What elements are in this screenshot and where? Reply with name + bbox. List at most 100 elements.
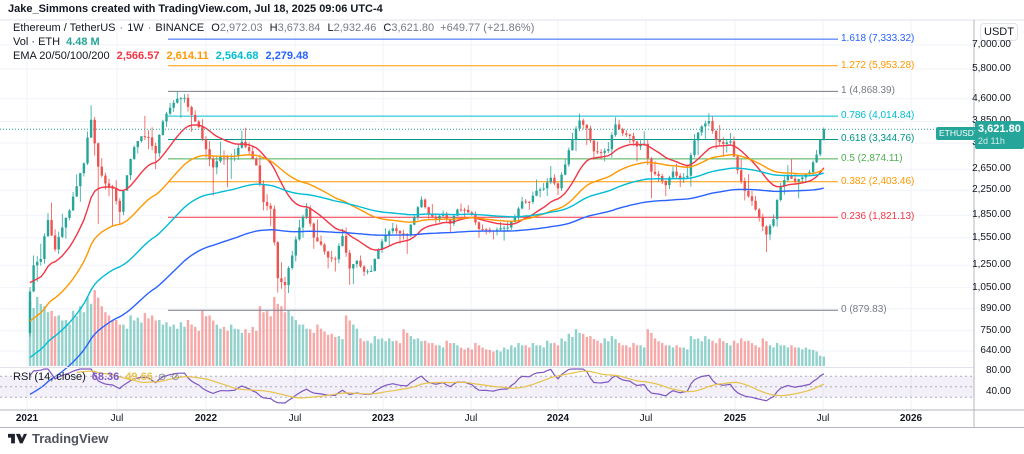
volume-bar <box>61 320 64 366</box>
candle-body <box>309 208 312 224</box>
time-tick-label: 2025 <box>723 413 747 424</box>
candle-body <box>815 154 818 163</box>
candle-body <box>280 278 283 282</box>
volume-bar <box>283 312 287 366</box>
candle-body <box>46 220 50 237</box>
volume-bar <box>366 340 369 366</box>
volume-bar <box>510 345 513 366</box>
rsi-label: RSI (14, close) <box>13 371 86 383</box>
candle-body <box>64 217 68 228</box>
volume-bar <box>398 343 402 366</box>
price-axis[interactable]: USDT 7,000.005,800.004,600.003,850.003,2… <box>972 20 1024 428</box>
volume-bar <box>754 345 757 366</box>
candle-body <box>502 227 506 229</box>
ema-value: 2,279.48 <box>265 50 309 62</box>
volume-bar <box>97 297 100 366</box>
interval-label[interactable]: 1W <box>127 22 144 34</box>
volume-bar <box>463 349 466 366</box>
ohlc-letter: O <box>211 22 220 34</box>
volume-bar <box>682 347 685 366</box>
rsi-values: 68.36 49.66 <box>86 371 153 383</box>
candle-body <box>269 205 272 209</box>
candle-body <box>215 161 218 168</box>
visibility-toggle-icon[interactable]: ⊘ <box>157 372 167 383</box>
volume-bar <box>495 349 499 366</box>
ema-200-line <box>29 187 824 395</box>
volume-bar <box>689 336 693 366</box>
volume-bar <box>32 308 35 366</box>
candle-body <box>797 179 800 182</box>
rsi-ma-line <box>76 370 825 399</box>
candle-body <box>298 227 301 240</box>
volume-bar <box>71 310 75 366</box>
time-tick-label: Jul <box>110 413 124 424</box>
price-tick-label: 1,050.00 <box>972 282 1011 293</box>
volume-bar <box>330 333 333 366</box>
volume-bar <box>815 351 818 366</box>
time-tick-label: 2022 <box>194 413 218 424</box>
candle-body <box>247 146 251 152</box>
candle-body <box>154 145 157 154</box>
candle-body <box>179 98 183 100</box>
volume-bar <box>722 341 725 366</box>
volume-bar <box>819 355 822 366</box>
volume-bar <box>520 345 524 366</box>
volume-bar <box>122 324 125 366</box>
volume-bar <box>596 340 599 366</box>
volume-bar <box>269 316 272 366</box>
candle-body <box>675 171 678 176</box>
candle-body <box>97 143 100 167</box>
candle-body <box>714 131 718 140</box>
volume-bar <box>614 339 617 366</box>
volume-bar <box>740 338 743 366</box>
candle-body <box>32 265 35 292</box>
candle-body <box>747 190 750 197</box>
candle-body <box>725 142 728 144</box>
volume-bar <box>452 343 456 366</box>
candle-body <box>754 200 757 210</box>
candle-body <box>212 158 215 168</box>
candle-body <box>722 142 725 144</box>
volume-bar <box>423 340 427 366</box>
candle-body <box>790 175 793 179</box>
candle-body <box>477 222 481 229</box>
currency-button[interactable]: USDT <box>980 23 1018 41</box>
candle-body <box>553 177 556 184</box>
tradingview-attribution-link[interactable]: TradingView <box>8 431 108 446</box>
tradingview-logo-icon <box>8 433 27 443</box>
ohlc-value: 3,621.80 <box>391 22 435 34</box>
volume-bar <box>46 312 50 366</box>
rsi-legend: RSI (14, close) 68.36 49.66 ⊘ ⊘ <box>13 371 180 383</box>
ema-label: EMA 20/50/100/200 <box>13 50 110 62</box>
ohlc-value: 3,673.84 <box>277 22 321 34</box>
volume-bar <box>337 336 341 366</box>
volume-bar <box>492 351 495 366</box>
volume-bar <box>542 347 545 366</box>
fib-retracement[interactable] <box>168 38 838 311</box>
volume-bar <box>158 320 161 366</box>
volume-bar <box>161 324 165 366</box>
volume-bar <box>75 316 78 366</box>
last-price-label: 3,621.80 2d 11h <box>975 121 1024 149</box>
volume-bar <box>344 315 348 366</box>
volume-bar <box>750 343 754 366</box>
candle-body <box>50 220 53 236</box>
exchange-label: BINANCE <box>155 22 205 34</box>
volume-bar <box>779 345 782 366</box>
rsi-value: 49.66 <box>125 371 153 383</box>
candle-body <box>607 149 610 151</box>
volume-bar <box>68 324 71 366</box>
candle-body <box>283 282 287 286</box>
candle-body <box>628 134 632 136</box>
candle-body <box>686 175 689 178</box>
volume-bar <box>176 328 179 366</box>
time-axis[interactable]: 2021 Jul 2022 Jul 2023 Jul 2024 Jul 2025 Jul 2026 <box>0 410 1024 428</box>
symbol-title[interactable]: Ethereum / TetherUS <box>13 22 116 34</box>
visibility-toggle-icon[interactable]: ⊘ <box>171 372 180 383</box>
candle-body <box>136 141 139 148</box>
ohlc-letter: L <box>327 22 334 34</box>
rsi-tick-label: 40.00 <box>985 386 1011 397</box>
candle-body <box>560 174 563 189</box>
volume-bar <box>646 329 649 366</box>
